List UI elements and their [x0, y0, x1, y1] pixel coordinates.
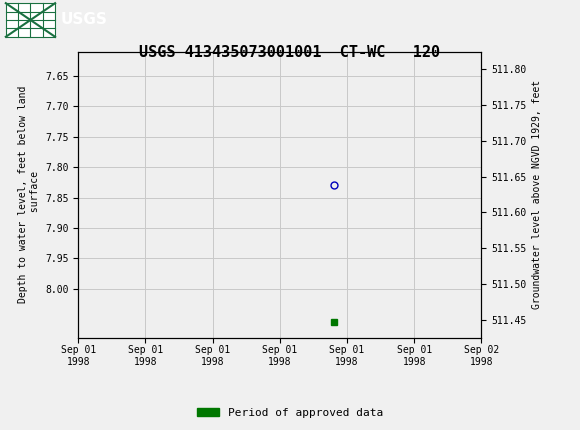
Text: USGS 413435073001001  CT-WC   120: USGS 413435073001001 CT-WC 120 — [139, 45, 441, 60]
Y-axis label: Depth to water level, feet below land
 surface: Depth to water level, feet below land su… — [18, 86, 39, 303]
Text: USGS: USGS — [61, 12, 108, 28]
Bar — [6, 3, 55, 37]
Y-axis label: Groundwater level above NGVD 1929, feet: Groundwater level above NGVD 1929, feet — [532, 80, 542, 309]
Legend: Period of approved data: Period of approved data — [193, 403, 387, 422]
